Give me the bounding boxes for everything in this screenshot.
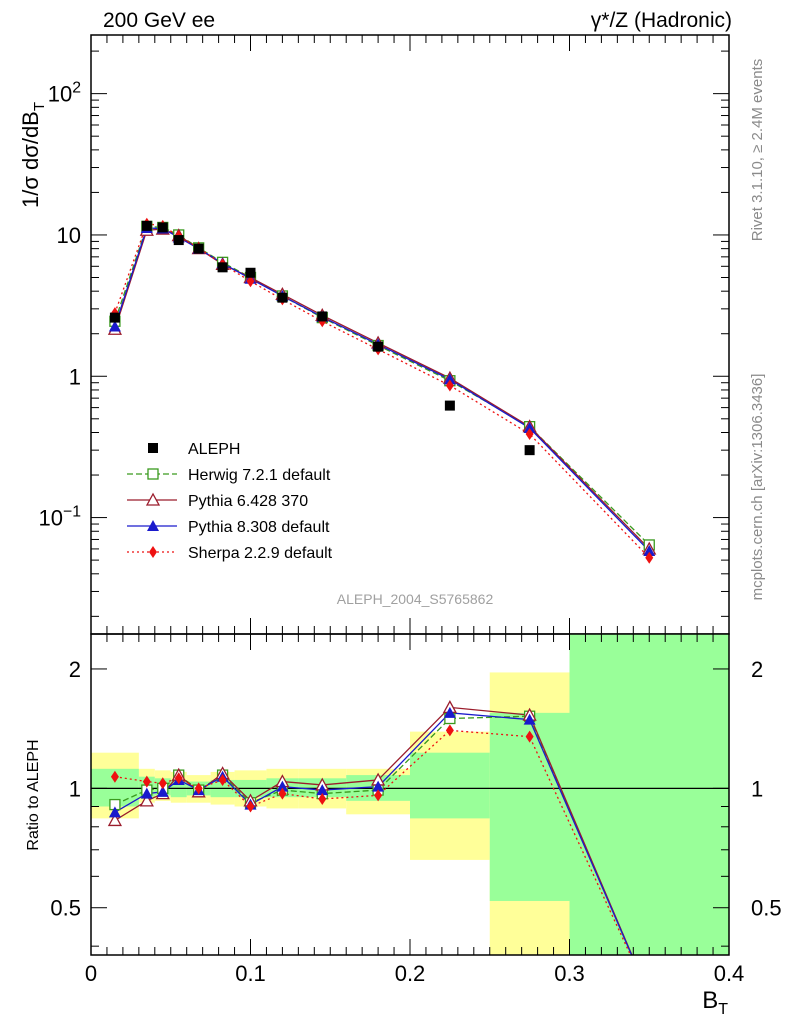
ratio-point-2 [108, 806, 121, 818]
header-right-label: γ*/Z (Hadronic) [591, 9, 732, 32]
x-axis-label: BT [702, 987, 728, 1018]
ratio-plot-panel: 0.5 0.5 1 1 2 2 0 0.1 0.2 0.3 0.4 [50, 633, 782, 986]
y-tick-label: 10−1 [38, 504, 81, 531]
ratio-point-3 [318, 793, 327, 806]
x-tick-label: 0.2 [395, 961, 426, 986]
x-tick-label: 0.4 [714, 961, 745, 986]
data-point [157, 222, 168, 233]
ratio-point-3 [142, 775, 151, 788]
data-point [193, 243, 204, 254]
x-tick-label: 0 [85, 961, 97, 986]
ratio-point-3 [158, 777, 167, 790]
ratio-point-3 [525, 730, 534, 743]
ratio-point-2 [140, 787, 153, 799]
ratio-y-tick-label-right: 0.5 [751, 896, 782, 921]
ratio-y-axis-label: Ratio to ALEPH [25, 739, 42, 850]
ratio-y-tick-label-right: 1 [751, 776, 763, 801]
series-point-3 [525, 428, 534, 441]
main-plot-panel: 10−1 1 10 102 ALEPH_2004_S5765862 ALEPH Herw… [38, 34, 730, 635]
data-point [444, 400, 455, 411]
ratio-point-3 [174, 772, 183, 785]
ratio-y-tick-label: 1 [69, 776, 81, 801]
side-label-mcplots: mcplots.cern.ch [arXiv:1306.3436] [749, 374, 766, 601]
y-tick-label: 1 [69, 364, 81, 389]
ratio-point-3 [246, 800, 255, 813]
ratio-point-2 [372, 780, 385, 792]
data-point [524, 445, 535, 456]
data-point [217, 262, 228, 273]
data-point [373, 341, 384, 352]
main-plot-frame [90, 34, 730, 635]
analysis-id-label: ALEPH_2004_S5765862 [337, 591, 494, 607]
legend-marker [147, 520, 159, 531]
ratio-band-green [489, 712, 570, 901]
legend-marker [145, 492, 161, 506]
ratio-y-tick-label-right: 2 [751, 657, 763, 682]
x-tick-label: 0.3 [554, 961, 585, 986]
ratio-point-2 [276, 780, 289, 792]
ratio-point-2 [156, 785, 169, 797]
side-label-rivet: Rivet 3.1.10, ≥ 2.4M events [749, 59, 766, 242]
data-point [317, 311, 328, 322]
ratio-point-3 [445, 724, 454, 737]
ratio-point-3 [278, 787, 287, 800]
ratio-band-green [410, 752, 490, 819]
legend-marker [149, 546, 157, 558]
ratio-point-2 [523, 713, 536, 725]
header-left-label: 200 GeV ee [103, 9, 215, 32]
ratio-band-green [569, 634, 729, 955]
legend-label: ALEPH [188, 441, 240, 458]
legend-label: Pythia 6.428 370 [188, 493, 308, 510]
data-point [277, 292, 288, 303]
ratio-y-tick-label: 0.5 [50, 896, 81, 921]
series-point-3 [246, 275, 255, 288]
ratio-point-2 [443, 706, 456, 718]
data-point [245, 267, 256, 278]
ratio-point-3 [218, 773, 227, 786]
y-tick-label: 102 [48, 80, 81, 107]
series-point-2 [523, 422, 536, 434]
main-y-axis-label: 1/σ dσ/dBT [18, 102, 48, 208]
data-point [109, 312, 120, 323]
data-point [141, 220, 152, 231]
ratio-point-3 [110, 770, 119, 783]
series-point-3 [645, 551, 654, 564]
legend-marker [148, 443, 158, 453]
series-point-2 [108, 320, 121, 332]
ratio-point-3 [374, 789, 383, 802]
ratio-y-tick-label: 2 [69, 657, 81, 682]
legend-label: Sherpa 2.2.9 default [188, 545, 333, 562]
y-tick-label: 10 [57, 223, 81, 248]
legend-label: Pythia 8.308 default [188, 519, 330, 536]
ratio-point-2 [316, 784, 329, 796]
ratio-point-1 [107, 813, 123, 827]
series-point-3 [445, 379, 454, 392]
legend-marker [147, 468, 159, 480]
ratio-point-3 [194, 782, 203, 795]
series-point-2 [643, 545, 656, 557]
legend-label: Herwig 7.2.1 default [188, 467, 331, 484]
ratio-point-1 [139, 793, 154, 807]
legend: ALEPH Herwig 7.2.1 default Pythia 6.428 37… [127, 441, 333, 562]
series-point-2 [443, 373, 456, 385]
x-tick-label: 0.1 [235, 961, 266, 986]
data-point [173, 235, 184, 246]
